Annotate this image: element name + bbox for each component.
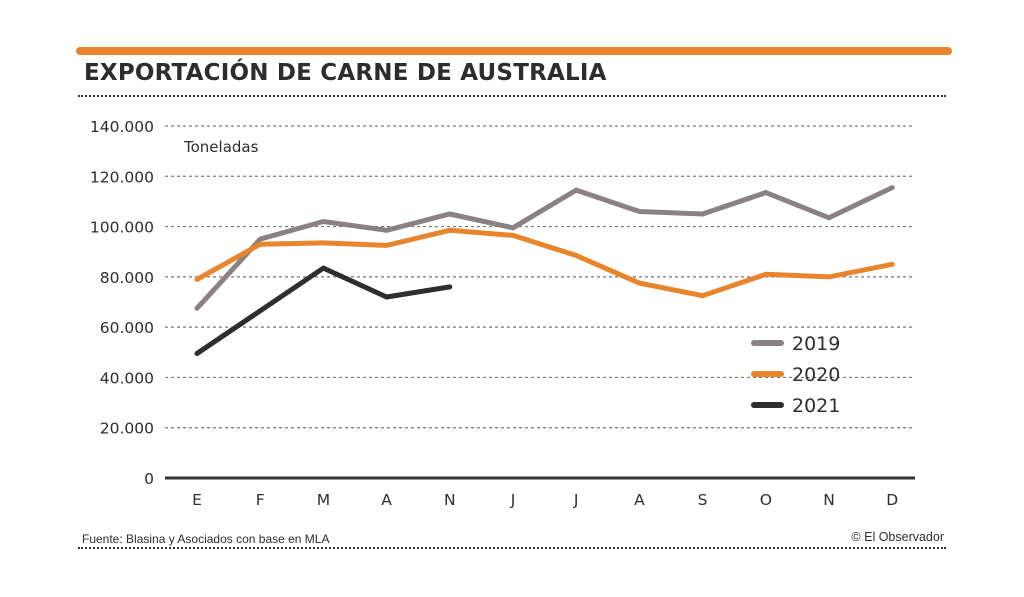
- x-tick-label: N: [444, 491, 456, 509]
- y-axis-unit-label: Toneladas: [183, 138, 259, 156]
- x-tick-label: J: [510, 491, 516, 509]
- legend-label-2021: 2021: [792, 395, 840, 417]
- header-accent-bar: [76, 47, 952, 55]
- footer-divider: [78, 547, 946, 549]
- legend-label-2020: 2020: [792, 364, 840, 386]
- y-tick-label: 0: [144, 470, 154, 488]
- y-tick-label: 40.000: [100, 369, 154, 387]
- x-tick-label: E: [192, 491, 202, 509]
- series-line-2019: [194, 185, 895, 311]
- x-tick-label: M: [317, 491, 330, 509]
- x-tick-label: D: [886, 491, 898, 509]
- series-line-2021: [194, 265, 453, 356]
- x-tick-label: F: [256, 491, 265, 509]
- y-tick-label: 140.000: [90, 118, 154, 136]
- x-tick-label: J: [573, 491, 579, 509]
- credit-note: © El Observador: [851, 530, 944, 544]
- x-tick-label: S: [698, 491, 708, 509]
- y-tick-label: 20.000: [100, 420, 154, 438]
- x-tick-label: A: [634, 491, 645, 509]
- title-divider: [78, 95, 946, 97]
- y-tick-label: 80.000: [100, 269, 154, 287]
- x-tick-label: N: [823, 491, 835, 509]
- legend: 2019 2020 2021: [751, 333, 840, 417]
- source-note: Fuente: Blasina y Asociados con base en …: [82, 532, 330, 546]
- y-tick-label: 100.000: [90, 219, 154, 237]
- series-line-2020: [194, 227, 895, 299]
- legend-label-2019: 2019: [792, 333, 840, 355]
- x-tick-label: A: [381, 491, 392, 509]
- series-lines: [194, 185, 895, 356]
- y-tick-label: 60.000: [100, 319, 154, 337]
- x-tick-label: O: [760, 491, 772, 509]
- y-axis-ticks: 0 20.000 40.000 60.000 80.000 100.000 120.000 1…: [90, 118, 154, 488]
- chart-title: EXPORTACIÓN DE CARNE DE AUSTRALIA: [84, 60, 607, 86]
- y-tick-label: 120.000: [90, 168, 154, 186]
